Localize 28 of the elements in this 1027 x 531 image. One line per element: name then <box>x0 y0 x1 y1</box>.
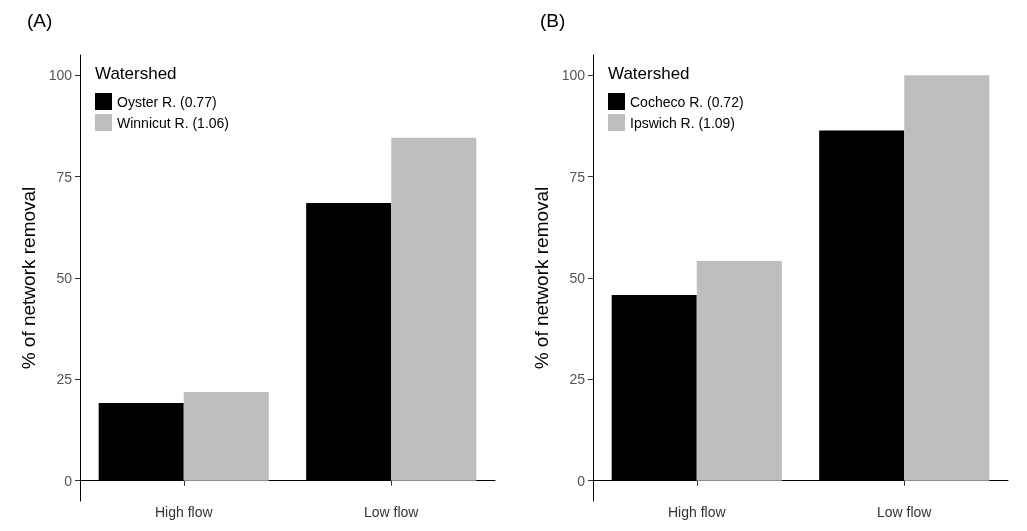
legend-label: Ipswich R. (1.09) <box>630 114 736 131</box>
legend-title: Watershed <box>95 64 177 83</box>
legend-label: Cocheco R. (0.72) <box>630 93 744 110</box>
y-tick-label: 25 <box>56 371 73 388</box>
bar <box>904 75 990 481</box>
chart-title: (A) <box>27 10 53 31</box>
legend-label: Winnicut R. (1.06) <box>117 114 230 131</box>
x-tick-label: High flow <box>154 504 214 520</box>
y-tick-label: 0 <box>577 472 586 489</box>
legend-title: Watershed <box>608 64 690 83</box>
x-tick-label: Low flow <box>877 504 933 520</box>
bar <box>391 137 477 481</box>
y-tick-label: 100 <box>561 67 586 84</box>
y-axis-title: % of network removal <box>530 186 552 370</box>
legend-label: Oyster R. (0.77) <box>117 93 217 110</box>
y-tick-label: 50 <box>56 270 73 286</box>
y-tick-label: 25 <box>569 371 586 388</box>
y-tick-label: 75 <box>569 168 586 185</box>
chart-title: (B) <box>540 10 566 31</box>
bar <box>183 391 269 481</box>
bar <box>696 260 782 481</box>
y-tick-label: 50 <box>569 270 586 286</box>
x-tick-label: High flow <box>667 504 727 520</box>
y-tick-label: 100 <box>48 67 73 84</box>
y-tick-label: 75 <box>56 168 73 185</box>
x-tick-label: Low flow <box>364 504 420 520</box>
y-axis-title: % of network removal <box>17 186 39 370</box>
y-tick-label: 0 <box>64 472 73 489</box>
